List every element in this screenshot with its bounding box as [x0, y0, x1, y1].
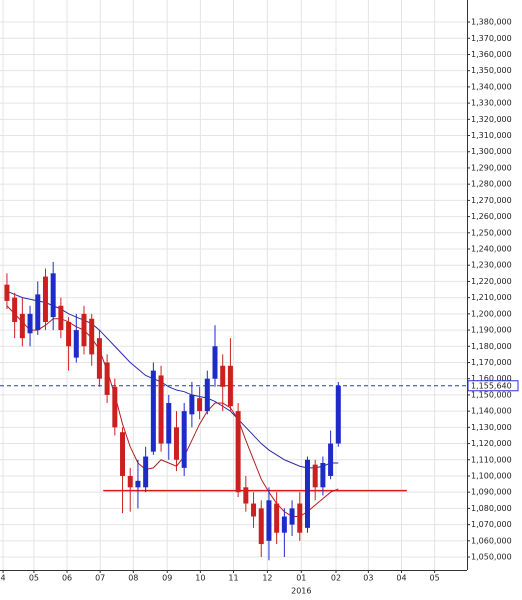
- x-tick-label: 10: [195, 574, 205, 583]
- candle-body: [96, 338, 102, 379]
- candle-body: [42, 276, 48, 322]
- candle-body: [73, 330, 79, 358]
- y-tick-label: 1,050,000: [471, 553, 512, 562]
- y-tick-label: 1,240,000: [471, 245, 512, 254]
- y-tick-label: 1,380,000: [471, 18, 512, 27]
- y-tick-label: 1,060,000: [471, 536, 512, 545]
- candle-body: [4, 284, 10, 301]
- candle-body: [304, 459, 310, 528]
- candle-body: [50, 273, 56, 318]
- y-tick-label: 1,310,000: [471, 131, 512, 140]
- last-price-label: 1,155,640: [471, 381, 512, 390]
- y-tick-label: 1,120,000: [471, 439, 512, 448]
- candle-body: [12, 297, 18, 322]
- x-tick-label: 03: [363, 574, 373, 583]
- x-tick-label: 07: [95, 574, 105, 583]
- y-tick-label: 1,150,000: [471, 390, 512, 399]
- candle-body: [251, 503, 257, 517]
- candle-body: [58, 305, 64, 331]
- candle-body: [35, 294, 41, 331]
- y-tick-label: 1,300,000: [471, 147, 512, 156]
- x-tick-label: 04: [396, 574, 406, 583]
- candle-body: [312, 464, 318, 488]
- candle-body: [204, 378, 210, 412]
- candle-body: [335, 385, 341, 444]
- candle-body: [166, 403, 172, 444]
- y-tick-label: 1,170,000: [471, 358, 512, 367]
- y-tick-label: 1,090,000: [471, 488, 512, 497]
- last-price-box: [467, 380, 519, 392]
- y-tick-label: 1,200,000: [471, 309, 512, 318]
- x-tick-label: 11: [228, 574, 238, 583]
- x-tick-label: 06: [62, 574, 72, 583]
- candle-body: [243, 487, 249, 504]
- candle-body: [258, 508, 264, 545]
- y-tick-label: 1,370,000: [471, 34, 512, 43]
- candle-body: [127, 475, 133, 488]
- y-tick-label: 1,070,000: [471, 520, 512, 529]
- y-tick-label: 1,350,000: [471, 66, 512, 75]
- y-tick-label: 1,110,000: [471, 455, 512, 464]
- plot: [0, 261, 467, 561]
- candle-body: [181, 411, 187, 468]
- x-tick-label: 4: [1, 574, 6, 583]
- y-tick-label: 1,130,000: [471, 423, 512, 432]
- candle-body: [19, 313, 25, 339]
- candle-body: [297, 503, 303, 533]
- candle-body: [158, 375, 164, 444]
- candle-body: [27, 313, 33, 334]
- candle-body: [173, 427, 179, 460]
- y-tick-label: 1,280,000: [471, 180, 512, 189]
- y-tick-label: 1,160,000: [471, 374, 512, 383]
- x-tick-label: 08: [128, 574, 138, 583]
- candle-body: [112, 386, 118, 428]
- candle-body: [289, 508, 295, 525]
- candle-body: [120, 432, 126, 476]
- y-tick-label: 1,260,000: [471, 212, 512, 221]
- candle-body: [235, 411, 241, 493]
- x-tick-label: 05: [430, 574, 440, 583]
- x-tick-label: 01: [296, 574, 306, 583]
- y-tick-label: 1,270,000: [471, 196, 512, 205]
- y-tick-label: 1,210,000: [471, 293, 512, 302]
- y-tick-label: 1,220,000: [471, 277, 512, 286]
- x-tick-label: 12: [262, 574, 272, 583]
- y-tick-label: 1,290,000: [471, 163, 512, 172]
- candle-body: [89, 318, 95, 355]
- y-tick-label: 1,140,000: [471, 407, 512, 416]
- candle-body: [320, 463, 326, 488]
- candle-body: [143, 456, 149, 488]
- y-tick-label: 1,250,000: [471, 228, 512, 237]
- y-tick-label: 1,330,000: [471, 99, 512, 108]
- candle-body: [81, 313, 87, 347]
- candle-body: [66, 321, 72, 347]
- candle-body: [104, 362, 110, 395]
- candle-body: [150, 370, 156, 452]
- candle-body: [274, 503, 280, 533]
- candle-body: [135, 480, 141, 488]
- x-axis-sublabel: 2016: [291, 587, 311, 596]
- candle-body: [266, 500, 272, 541]
- y-tick-label: 1,320,000: [471, 115, 512, 124]
- candle-body: [281, 516, 287, 533]
- candle-body: [189, 394, 195, 415]
- y-tick-label: 1,080,000: [471, 504, 512, 513]
- x-tick-label: 02: [331, 574, 341, 583]
- x-tick-label: 09: [162, 574, 172, 583]
- candle-body: [220, 365, 226, 387]
- y-tick-label: 1,340,000: [471, 82, 512, 91]
- y-tick-label: 1,100,000: [471, 471, 512, 480]
- candle-body: [197, 398, 203, 412]
- candle-body: [227, 365, 233, 407]
- y-tick-label: 1,180,000: [471, 342, 512, 351]
- grid: [0, 0, 467, 570]
- candle-body: [212, 346, 218, 379]
- y-tick-label: 1,190,000: [471, 326, 512, 335]
- y-tick-label: 1,230,000: [471, 261, 512, 270]
- x-tick-label: 05: [29, 574, 39, 583]
- y-tick-label: 1,360,000: [471, 50, 512, 59]
- candle-body: [328, 443, 334, 476]
